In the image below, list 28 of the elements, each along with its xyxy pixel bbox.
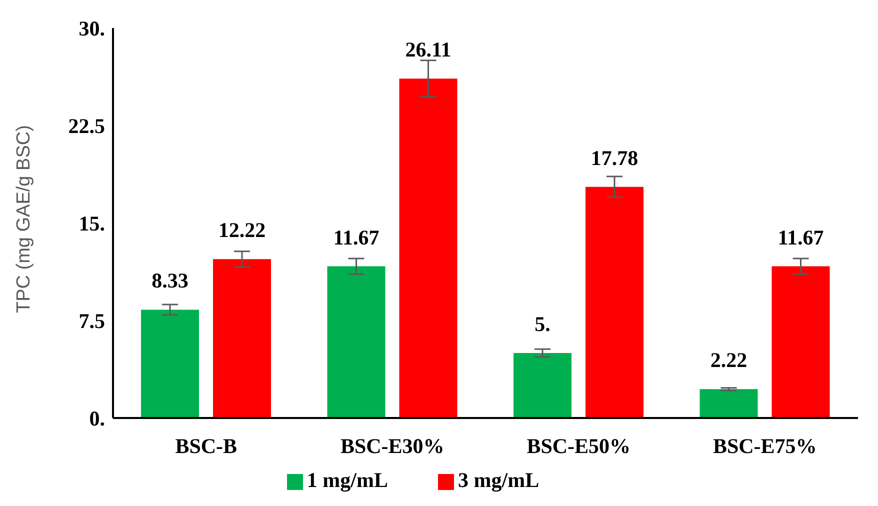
y-tick-label: 30. bbox=[78, 16, 105, 40]
data-label: 11.67 bbox=[333, 225, 380, 250]
bar bbox=[514, 353, 572, 418]
y-axis-title: TPC (mg GAE/g BSC) bbox=[14, 125, 35, 313]
bar bbox=[399, 78, 458, 418]
x-tick-label: BSC-B bbox=[175, 434, 238, 458]
bar bbox=[213, 259, 271, 418]
bar bbox=[700, 389, 758, 418]
y-tick-label: 7.5 bbox=[78, 308, 105, 333]
x-tick-label: BSC-E50% bbox=[526, 434, 631, 458]
x-tick-label: BSC-E75% bbox=[712, 434, 817, 458]
data-label: 11.67 bbox=[778, 225, 824, 250]
data-label: 17.78 bbox=[590, 146, 638, 170]
data-label: 2.22 bbox=[710, 348, 748, 372]
y-tick-label: 0. bbox=[89, 406, 105, 430]
y-tick-label: 15. bbox=[78, 211, 105, 236]
bar bbox=[586, 186, 644, 418]
y-tick-label: 22.5 bbox=[68, 114, 105, 138]
data-label: 12.22 bbox=[218, 218, 266, 242]
bar bbox=[141, 310, 199, 418]
data-label: 8.33 bbox=[152, 268, 188, 293]
bar bbox=[327, 266, 386, 418]
data-label: 5. bbox=[534, 312, 550, 336]
data-label: 26.11 bbox=[405, 38, 452, 62]
x-tick-label: BSC-E30% bbox=[340, 434, 444, 458]
legend-label: 1 mg/mL bbox=[306, 468, 388, 492]
legend-label: 3 mg/mL bbox=[458, 468, 540, 492]
bar bbox=[772, 266, 830, 418]
